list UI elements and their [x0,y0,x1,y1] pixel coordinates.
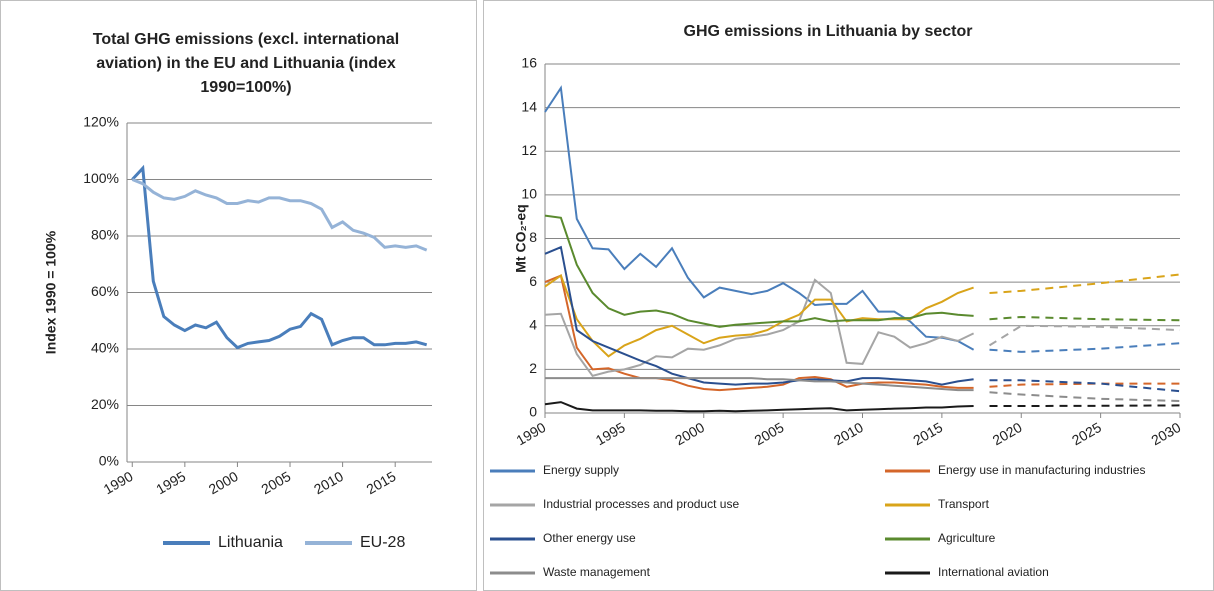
projection-line [989,342,1181,353]
y-tick-label: 40% [91,340,119,356]
x-tick-label: 1995 [593,419,628,449]
series-line [131,164,428,350]
y-tick-label: 80% [91,227,119,243]
chart-title: GHG emissions in Lithuania by sector [684,23,973,40]
series-line [544,278,975,378]
series-line [544,401,974,413]
projection-line [988,324,1181,347]
legend-label: Industrial processes and product use [543,497,739,511]
x-tick-label: 2000 [206,468,241,498]
chart-title: Total GHG emissions (excl. international [93,31,399,48]
projection-line [989,404,1181,407]
legend-label: Lithuania [218,534,283,551]
y-tick-label: 8 [529,229,537,245]
projection-line [989,391,1181,402]
y-tick-label: 6 [529,273,537,289]
x-tick-label: 2010 [831,419,866,449]
series-line [544,85,975,351]
x-tick-label: 2000 [672,419,707,449]
projection-line [989,315,1181,322]
x-tick-label: 2015 [364,468,399,498]
projection-line [989,273,1181,294]
x-tick-label: 2005 [751,419,786,449]
y-tick-label: 0% [99,453,119,469]
projection-line [989,382,1180,388]
x-tick-label: 2025 [1069,419,1104,449]
x-tick-label: 2015 [910,419,945,449]
chart-title: 1990=100%) [200,79,291,96]
series-line [544,214,974,328]
legend-label: Waste management [543,565,651,579]
y-tick-label: 4 [529,316,537,332]
series-line [131,178,428,252]
y-tick-label: 16 [521,55,537,71]
x-tick-label: 2010 [311,468,346,498]
y-axis-label: Index 1990 = 100% [43,230,59,354]
y-tick-label: 14 [521,98,537,114]
series-line [545,377,974,392]
x-tick-label: 2005 [258,468,293,498]
legend-label: International aviation [938,565,1049,579]
y-tick-label: 20% [91,396,119,412]
y-tick-label: 2 [529,360,537,376]
chart-title: aviation) in the EU and Lithuania (index [96,55,396,72]
y-tick-label: 120% [83,114,119,130]
legend-label: Transport [938,497,990,511]
x-tick-label: 2020 [990,419,1025,449]
legend-label: Energy supply [543,463,619,477]
legend-label: Other energy use [543,531,636,545]
y-tick-label: 60% [91,283,119,299]
legend-label: EU-28 [360,534,405,551]
projection-line [989,379,1181,393]
x-tick-label: 1995 [153,468,188,498]
y-tick-label: 10 [521,186,537,202]
series-line [544,245,974,386]
y-tick-label: 100% [83,170,119,186]
x-tick-label: 1990 [101,468,136,498]
series-line [544,274,974,358]
x-tick-label: 1990 [513,419,548,449]
y-tick-label: 12 [521,142,537,158]
x-tick-label: 2030 [1148,419,1183,449]
legend-label: Agriculture [938,531,996,545]
y-tick-label: 0 [529,404,537,420]
y-axis-label: Mt CO₂-eq [513,204,529,272]
legend-label: Energy use in manufacturing industries [938,463,1145,477]
